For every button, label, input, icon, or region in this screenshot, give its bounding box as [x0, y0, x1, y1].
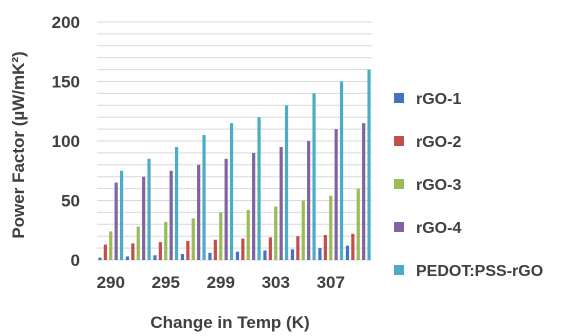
x-tick-label: 295: [152, 273, 180, 292]
legend-label: PEDOT:PSS-rGO: [416, 263, 543, 280]
bar-rgo-2-7: [296, 236, 300, 260]
legend-swatch: [394, 179, 404, 189]
bar-rgo-3-7: [301, 200, 305, 260]
y-tick-label: 100: [52, 132, 80, 151]
y-tick-label: 0: [71, 251, 80, 270]
bar-pedot-pss-rgo-1: [147, 158, 151, 260]
legend-label: rGO-1: [416, 91, 461, 108]
bar-pedot-pss-rgo-9: [367, 69, 371, 260]
bar-rgo-1-4: [208, 252, 212, 260]
y-tick-label: 50: [61, 192, 80, 211]
legend-label: rGO-4: [416, 220, 461, 237]
bar-rgo-2-9: [351, 233, 355, 260]
bar-rgo-1-2: [153, 255, 157, 260]
bar-rgo-1-3: [180, 254, 185, 260]
legend-swatch: [394, 136, 404, 146]
legend-swatch: [394, 265, 404, 275]
bar-rgo-4-9: [362, 123, 366, 261]
bar-rgo-1-5: [235, 251, 240, 260]
legend-swatch: [394, 93, 404, 103]
y-tick-labels: 0 50 100 150 200: [52, 13, 80, 270]
y-tick-label: 150: [52, 73, 80, 92]
bar-pedot-pss-rgo-8: [339, 81, 344, 260]
bar-rgo-2-1: [131, 243, 135, 260]
bar-rgo-3-2: [164, 221, 168, 260]
bar-rgo-2-5: [241, 238, 245, 260]
bar-rgo-3-5: [246, 210, 250, 260]
bar-rgo-3-3: [191, 218, 195, 260]
x-axis-title: Change in Temp (K): [150, 313, 309, 332]
bar-rgo-4-7: [307, 141, 311, 260]
bar-rgo-4-5: [252, 152, 256, 260]
bar-rgo-4-3: [197, 164, 201, 260]
bar-pedot-pss-rgo-4: [229, 123, 234, 261]
bar-pedot-pss-rgo-0: [119, 170, 124, 260]
bar-pedot-pss-rgo-6: [284, 105, 289, 260]
bar-rgo-2-0: [103, 244, 107, 260]
x-tick-label: 303: [262, 273, 290, 292]
x-tick-label: 290: [97, 273, 125, 292]
legend: rGO-1 rGO-2 rGO-3 rGO-4 PEDOT:PSS-rGO: [394, 91, 543, 280]
bar-pedot-pss-rgo-7: [312, 93, 316, 261]
x-tick-label: 299: [207, 273, 235, 292]
bar-rgo-4-2: [169, 170, 173, 260]
bar-rgo-1-1: [125, 256, 130, 260]
legend-label: rGO-3: [416, 177, 461, 194]
bar-rgo-2-2: [158, 242, 162, 260]
bar-rgo-1-6: [263, 250, 267, 260]
bar-rgo-1-9: [345, 245, 350, 260]
bar-rgo-1-0: [98, 257, 102, 260]
bar-rgo-2-8: [323, 235, 327, 260]
bar-pedot-pss-rgo-2: [174, 146, 179, 260]
bar-pedot-pss-rgo-5: [257, 117, 261, 260]
bar-rgo-2-3: [186, 240, 190, 260]
bar-pedot-pss-rgo-3: [202, 135, 206, 260]
bar-rgo-3-4: [219, 212, 223, 260]
bar-rgo-1-7: [290, 249, 295, 260]
legend-label: rGO-2: [416, 134, 461, 151]
legend-swatch: [394, 222, 404, 232]
bar-rgo-3-8: [329, 195, 333, 260]
bar-rgo-3-6: [274, 206, 278, 260]
bar-rgo-3-0: [109, 231, 113, 260]
bar-rgo-4-4: [224, 158, 228, 260]
bar-rgo-4-6: [279, 146, 283, 260]
bar-rgo-4-8: [334, 129, 338, 260]
x-tick-label: 307: [317, 273, 345, 292]
bar-rgo-2-6: [268, 237, 272, 260]
bar-rgo-4-1: [142, 176, 146, 260]
y-axis-title: Power Factor (µW/mK²): [9, 51, 28, 238]
bars: [98, 69, 371, 261]
bar-rgo-4-0: [114, 182, 118, 260]
y-tick-label: 200: [52, 13, 80, 32]
x-tick-labels: 290 295 299 303 307: [97, 273, 345, 292]
bar-rgo-1-8: [318, 248, 322, 260]
bar-rgo-3-9: [356, 188, 360, 260]
bar-rgo-3-1: [136, 226, 140, 260]
bar-rgo-2-4: [213, 239, 217, 260]
